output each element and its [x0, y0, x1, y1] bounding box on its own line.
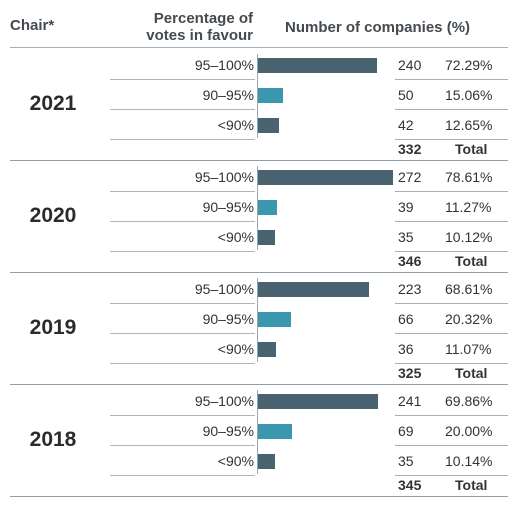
row-separator: [110, 415, 255, 416]
count-value: 36: [398, 341, 414, 357]
bar: [258, 454, 275, 469]
total-label: Total: [455, 141, 488, 157]
count-value: 39: [398, 199, 414, 215]
header-chair: Chair*: [10, 17, 55, 34]
total-label: Total: [455, 477, 488, 493]
bar: [258, 424, 292, 439]
percent-value: 20.00%: [445, 423, 493, 439]
row-label: <90%: [217, 229, 254, 245]
year-label: 2020: [29, 204, 77, 227]
group-rule: [10, 272, 508, 273]
percent-value: 11.27%: [445, 199, 492, 215]
row-label: <90%: [217, 341, 254, 357]
count-value: 240: [398, 57, 422, 73]
bar: [258, 394, 378, 409]
row-separator: [110, 445, 255, 446]
group-rule: [10, 496, 508, 497]
bar: [258, 230, 275, 245]
row-separator: [110, 191, 255, 192]
row-label: 95–100%: [194, 281, 254, 297]
row-separator: [110, 303, 255, 304]
count-value: 272: [398, 169, 422, 185]
header-percentage-line1: Percentage of: [153, 10, 253, 27]
bar: [258, 170, 393, 185]
group-rule: [10, 160, 508, 161]
row-label: 95–100%: [194, 57, 254, 73]
total-label: Total: [455, 253, 488, 269]
year-label: 2018: [29, 428, 77, 451]
row-separator: [110, 221, 255, 222]
percent-value: 10.12%: [445, 229, 493, 245]
row-label: 95–100%: [194, 169, 254, 185]
number-separator: [395, 251, 508, 252]
count-value: 42: [398, 117, 414, 133]
percent-value: 12.65%: [445, 117, 493, 133]
bar-axis: [257, 54, 258, 138]
bar: [258, 342, 276, 357]
bar: [258, 118, 279, 133]
number-separator: [395, 363, 508, 364]
bar: [258, 282, 369, 297]
bar: [258, 200, 277, 215]
count-value: 223: [398, 281, 422, 297]
number-separator: [395, 475, 508, 476]
row-label: <90%: [217, 117, 254, 133]
row-separator: [110, 333, 255, 334]
bar-axis: [257, 166, 258, 250]
count-value: 35: [398, 229, 414, 245]
header-rule: [10, 47, 508, 48]
number-separator: [395, 221, 508, 222]
row-label: 90–95%: [202, 199, 254, 215]
year-label: 2019: [29, 316, 77, 339]
row-label: 95–100%: [194, 393, 254, 409]
count-value: 241: [398, 393, 422, 409]
count-value: 66: [398, 311, 414, 327]
total-value: 332: [398, 141, 422, 157]
year-label: 2021: [29, 92, 77, 115]
row-label: 90–95%: [202, 423, 254, 439]
header-percentage-line2: votes in favour: [146, 27, 253, 44]
percent-value: 11.07%: [445, 341, 492, 357]
bar-axis: [257, 390, 258, 474]
row-label: 90–95%: [202, 311, 254, 327]
bar: [258, 88, 283, 103]
percent-value: 72.29%: [445, 57, 493, 73]
row-separator: [110, 251, 255, 252]
total-value: 346: [398, 253, 422, 269]
count-value: 69: [398, 423, 414, 439]
header-percentage: Percentage of votes in favour: [120, 10, 253, 44]
bar: [258, 312, 291, 327]
number-separator: [395, 191, 508, 192]
number-separator: [395, 445, 508, 446]
row-label: 90–95%: [202, 87, 254, 103]
row-label: <90%: [217, 453, 254, 469]
total-label: Total: [455, 365, 488, 381]
number-separator: [395, 333, 508, 334]
bar-axis: [257, 278, 258, 362]
number-separator: [395, 415, 508, 416]
number-separator: [395, 139, 508, 140]
row-separator: [110, 109, 255, 110]
bar: [258, 58, 377, 73]
row-separator: [110, 79, 255, 80]
percent-value: 20.32%: [445, 311, 493, 327]
row-separator: [110, 475, 255, 476]
group-rule: [10, 384, 508, 385]
header-number-of-companies: Number of companies (%): [285, 19, 471, 36]
percent-value: 68.61%: [445, 281, 493, 297]
percent-value: 10.14%: [445, 453, 493, 469]
row-separator: [110, 139, 255, 140]
row-separator: [110, 363, 255, 364]
count-value: 35: [398, 453, 414, 469]
percent-value: 15.06%: [445, 87, 493, 103]
number-separator: [395, 109, 508, 110]
percent-value: 78.61%: [445, 169, 493, 185]
number-separator: [395, 79, 508, 80]
count-value: 50: [398, 87, 414, 103]
total-value: 345: [398, 477, 422, 493]
total-value: 325: [398, 365, 422, 381]
number-separator: [395, 303, 508, 304]
percent-value: 69.86%: [445, 393, 493, 409]
